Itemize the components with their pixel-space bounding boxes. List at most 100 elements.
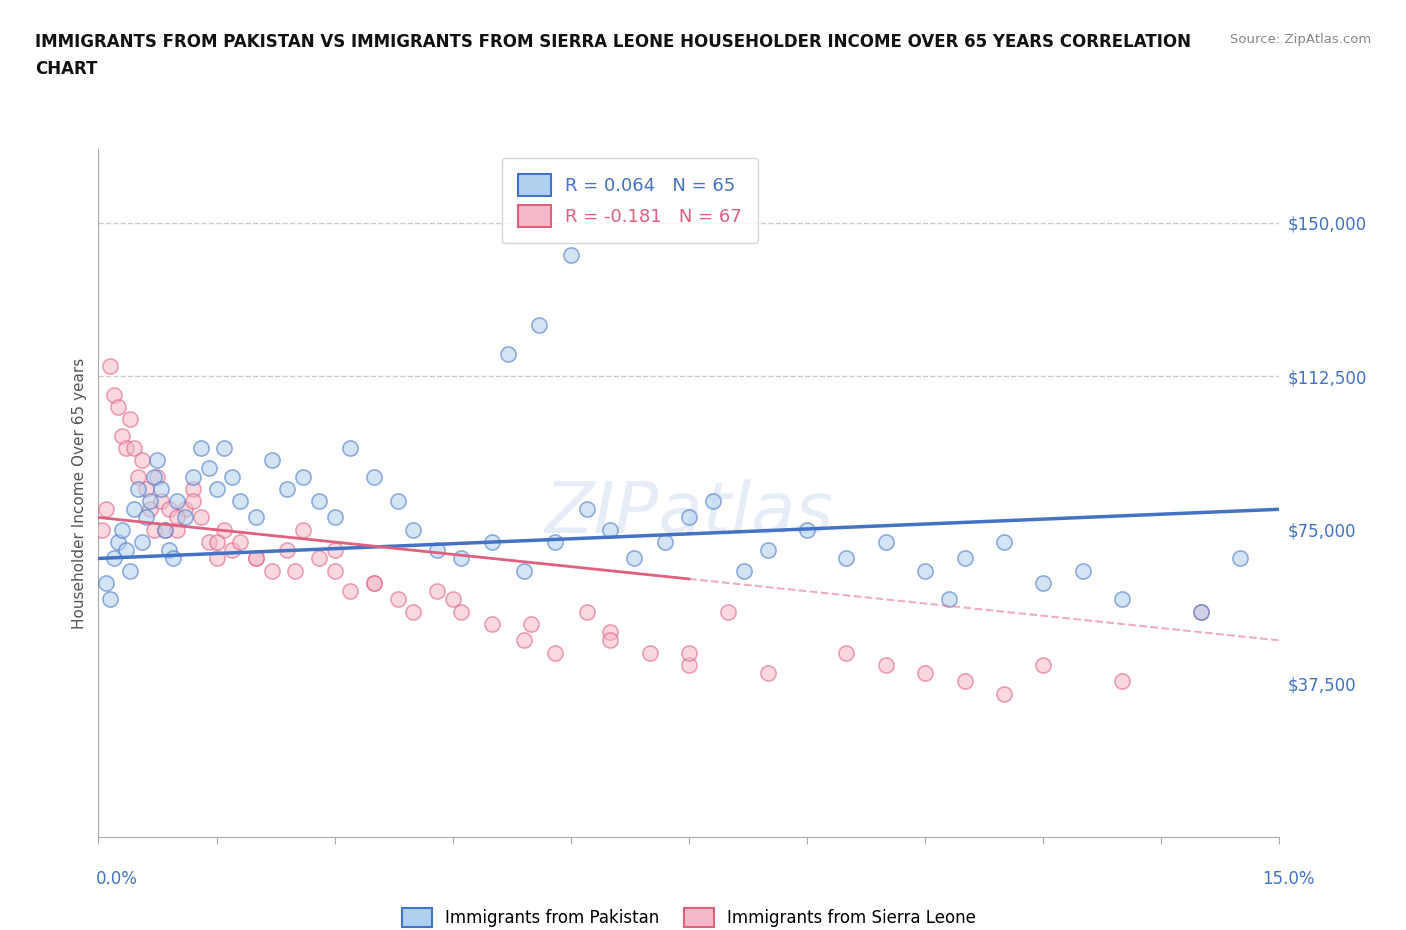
Point — [103, 551, 125, 565]
Point — [115, 441, 138, 456]
Point — [308, 551, 330, 565]
Point — [221, 543, 243, 558]
Point — [214, 441, 236, 456]
Point — [529, 317, 551, 332]
Point — [162, 551, 184, 565]
Point — [131, 453, 153, 468]
Point — [441, 592, 464, 607]
Point — [181, 482, 204, 497]
Point — [107, 535, 129, 550]
Point — [107, 400, 129, 415]
Legend: Immigrants from Pakistan, Immigrants from Sierra Leone: Immigrants from Pakistan, Immigrants fro… — [394, 900, 984, 930]
Point — [599, 625, 621, 640]
Text: 0.0%: 0.0% — [96, 870, 138, 888]
Point — [181, 494, 204, 509]
Point — [756, 543, 779, 558]
Point — [678, 645, 700, 660]
Point — [166, 494, 188, 509]
Point — [323, 543, 346, 558]
Point — [1032, 658, 1054, 672]
Point — [339, 584, 361, 599]
Point — [166, 510, 188, 525]
Point — [205, 551, 228, 565]
Point — [260, 564, 283, 578]
Point — [496, 346, 519, 361]
Point — [426, 543, 449, 558]
Text: IMMIGRANTS FROM PAKISTAN VS IMMIGRANTS FROM SIERRA LEONE HOUSEHOLDER INCOME OVER: IMMIGRANTS FROM PAKISTAN VS IMMIGRANTS F… — [35, 33, 1191, 50]
Point — [122, 441, 145, 456]
Point — [481, 535, 503, 550]
Point — [993, 535, 1015, 550]
Point — [190, 510, 212, 525]
Point — [214, 523, 236, 538]
Point — [993, 686, 1015, 701]
Point — [654, 535, 676, 550]
Point — [953, 674, 976, 689]
Point — [260, 453, 283, 468]
Point — [181, 469, 204, 484]
Point — [166, 523, 188, 538]
Point — [402, 523, 425, 538]
Point — [363, 576, 385, 591]
Point — [197, 535, 219, 550]
Point — [575, 502, 598, 517]
Point — [835, 645, 858, 660]
Point — [205, 482, 228, 497]
Point — [756, 666, 779, 681]
Point — [796, 523, 818, 538]
Point — [575, 604, 598, 619]
Point — [150, 494, 173, 509]
Point — [96, 576, 118, 591]
Point — [544, 535, 567, 550]
Point — [111, 428, 134, 443]
Point — [103, 387, 125, 402]
Point — [150, 482, 173, 497]
Point — [875, 658, 897, 672]
Point — [138, 494, 160, 509]
Point — [276, 543, 298, 558]
Point — [678, 510, 700, 525]
Point — [323, 510, 346, 525]
Point — [174, 502, 197, 517]
Point — [245, 510, 267, 525]
Point — [702, 494, 724, 509]
Point — [402, 604, 425, 619]
Point — [276, 482, 298, 497]
Point — [138, 502, 160, 517]
Point — [599, 633, 621, 648]
Point — [292, 523, 315, 538]
Point — [308, 494, 330, 509]
Point — [91, 523, 114, 538]
Point — [387, 592, 409, 607]
Point — [221, 469, 243, 484]
Point — [560, 248, 582, 263]
Point — [1111, 674, 1133, 689]
Text: ZIPatlas: ZIPatlas — [544, 479, 834, 548]
Point — [1032, 576, 1054, 591]
Point — [155, 523, 177, 538]
Point — [118, 412, 141, 427]
Point — [131, 535, 153, 550]
Point — [717, 604, 740, 619]
Point — [205, 535, 228, 550]
Point — [135, 482, 157, 497]
Point — [323, 564, 346, 578]
Point — [122, 502, 145, 517]
Point — [426, 584, 449, 599]
Point — [96, 502, 118, 517]
Point — [1111, 592, 1133, 607]
Point — [284, 564, 307, 578]
Point — [135, 510, 157, 525]
Point — [146, 469, 169, 484]
Point — [512, 564, 534, 578]
Point — [292, 469, 315, 484]
Point — [127, 482, 149, 497]
Point — [481, 617, 503, 631]
Point — [127, 469, 149, 484]
Point — [953, 551, 976, 565]
Point — [938, 592, 960, 607]
Point — [111, 523, 134, 538]
Point — [190, 441, 212, 456]
Point — [1189, 604, 1212, 619]
Point — [387, 494, 409, 509]
